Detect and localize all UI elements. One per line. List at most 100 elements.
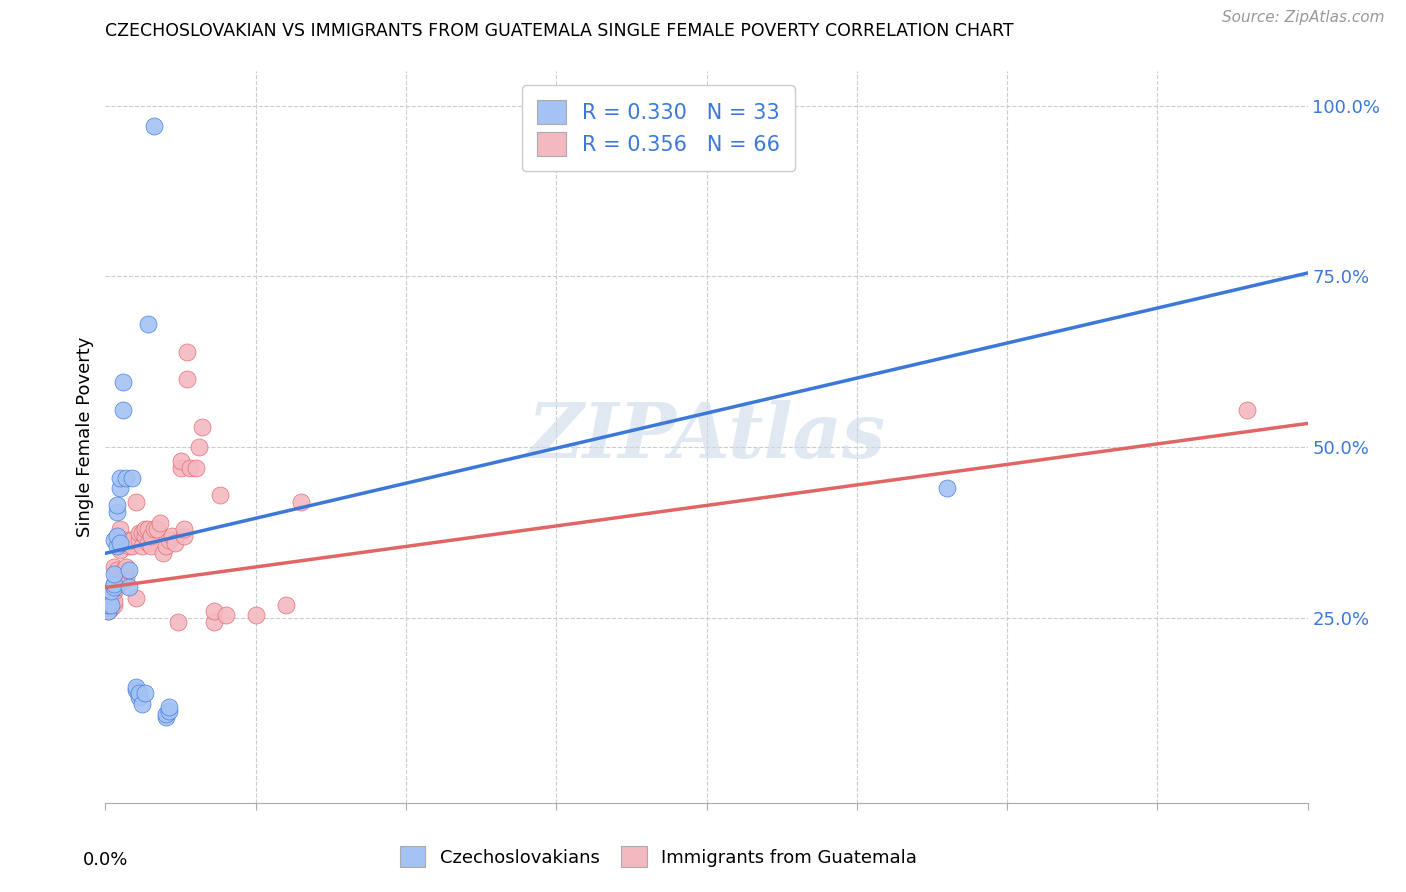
Point — [103, 581, 125, 595]
Point — [176, 344, 198, 359]
Point — [97, 604, 120, 618]
Point — [100, 583, 122, 598]
Point — [100, 591, 122, 605]
Point — [169, 460, 191, 475]
Point — [128, 690, 150, 704]
Point — [157, 700, 180, 714]
Point — [100, 601, 122, 615]
Point — [107, 566, 129, 581]
Point — [179, 460, 201, 475]
Point — [112, 376, 135, 390]
Point — [166, 615, 188, 629]
Point — [100, 598, 122, 612]
Text: CZECHOSLOVAKIAN VS IMMIGRANTS FROM GUATEMALA SINGLE FEMALE POVERTY CORRELATION C: CZECHOSLOVAKIAN VS IMMIGRANTS FROM GUATE… — [105, 22, 1014, 40]
Point — [103, 577, 125, 591]
Point — [115, 570, 138, 584]
Text: 0.0%: 0.0% — [83, 851, 128, 869]
Point — [187, 440, 209, 454]
Point — [145, 522, 167, 536]
Point — [184, 460, 207, 475]
Point — [115, 560, 138, 574]
Point — [107, 505, 129, 519]
Point — [176, 372, 198, 386]
Point — [112, 402, 135, 417]
Point — [107, 581, 129, 595]
Point — [110, 536, 132, 550]
Point — [103, 560, 125, 574]
Point — [155, 710, 177, 724]
Point — [107, 499, 129, 513]
Point — [155, 540, 177, 554]
Point — [1236, 402, 1258, 417]
Point — [155, 706, 177, 721]
Point — [121, 471, 143, 485]
Point — [100, 594, 122, 608]
Point — [110, 471, 132, 485]
Point — [128, 686, 150, 700]
Point — [115, 563, 138, 577]
Point — [157, 704, 180, 718]
Point — [124, 495, 146, 509]
Point — [112, 563, 135, 577]
Point — [245, 607, 267, 622]
Legend: Czechoslovakians, Immigrants from Guatemala: Czechoslovakians, Immigrants from Guatem… — [389, 836, 928, 878]
Point — [214, 607, 236, 622]
Point — [121, 533, 143, 547]
Point — [136, 522, 159, 536]
Point — [100, 598, 122, 612]
Point — [142, 119, 165, 133]
Point — [169, 454, 191, 468]
Point — [134, 686, 156, 700]
Point — [274, 598, 297, 612]
Point — [124, 591, 146, 605]
Point — [136, 536, 159, 550]
Y-axis label: Single Female Poverty: Single Female Poverty — [76, 337, 94, 537]
Point — [139, 529, 162, 543]
Point — [131, 525, 153, 540]
Text: ZIPAtlas: ZIPAtlas — [527, 401, 886, 474]
Point — [107, 563, 129, 577]
Point — [142, 522, 165, 536]
Point — [118, 563, 141, 577]
Point — [202, 615, 225, 629]
Point — [124, 680, 146, 694]
Point — [118, 533, 141, 547]
Text: Source: ZipAtlas.com: Source: ZipAtlas.com — [1222, 11, 1385, 25]
Point — [208, 488, 231, 502]
Point — [103, 566, 125, 581]
Point — [131, 697, 153, 711]
Point — [290, 495, 312, 509]
Point — [136, 318, 159, 332]
Point — [131, 540, 153, 554]
Point — [97, 598, 120, 612]
Point — [97, 604, 120, 618]
Point — [107, 529, 129, 543]
Point — [163, 536, 186, 550]
Point — [110, 481, 132, 495]
Point — [160, 529, 183, 543]
Point — [118, 581, 141, 595]
Point — [107, 570, 129, 584]
Point — [110, 566, 132, 581]
Point — [112, 574, 135, 588]
Point — [110, 522, 132, 536]
Point — [103, 577, 125, 591]
Point — [107, 574, 129, 588]
Point — [110, 542, 132, 557]
Point — [128, 525, 150, 540]
Point — [112, 570, 135, 584]
Point — [148, 516, 170, 530]
Point — [134, 522, 156, 536]
Point — [97, 598, 120, 612]
Point — [202, 604, 225, 618]
Point — [157, 533, 180, 547]
Point — [190, 420, 212, 434]
Point — [124, 683, 146, 698]
Point — [103, 594, 125, 608]
Point — [128, 533, 150, 547]
Point — [107, 540, 129, 554]
Point — [121, 540, 143, 554]
Point — [103, 533, 125, 547]
Point — [134, 529, 156, 543]
Point — [118, 540, 141, 554]
